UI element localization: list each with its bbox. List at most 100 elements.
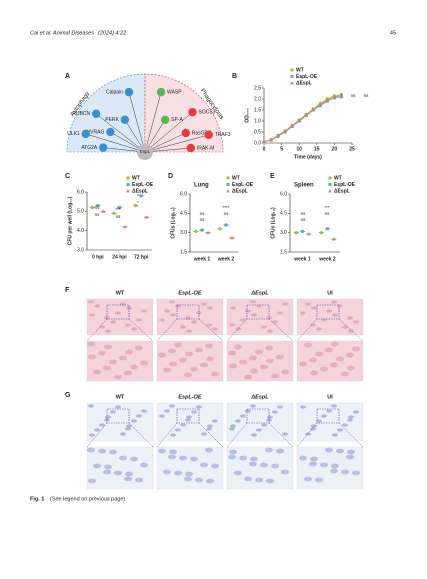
legend-label: ΔEspL	[132, 188, 148, 194]
tissue	[228, 454, 236, 460]
image-bottom	[226, 446, 294, 490]
marker	[294, 231, 298, 235]
tissue	[310, 456, 318, 462]
tissue	[331, 463, 339, 469]
zoom-line	[338, 318, 364, 342]
y-tick-label: 1.5	[180, 249, 187, 255]
image-bottom	[156, 446, 224, 490]
tissue	[256, 304, 262, 308]
annotation: ns	[364, 93, 370, 98]
tissue	[282, 302, 288, 306]
tissue	[299, 361, 307, 367]
y-tick-label: 6.0	[180, 191, 187, 197]
marker	[96, 204, 100, 208]
tissue	[175, 428, 181, 432]
legend-label: WT	[296, 67, 304, 73]
tissue	[119, 455, 127, 461]
node-link	[128, 92, 146, 153]
tissue	[195, 477, 203, 483]
tissue	[336, 356, 344, 362]
panel-label: E	[270, 173, 275, 180]
column-label: WT	[116, 394, 125, 400]
tissue	[158, 352, 166, 358]
tissue	[205, 447, 213, 453]
annotation: ns	[301, 217, 307, 222]
tissue	[207, 424, 213, 428]
tissue	[99, 325, 105, 329]
zoom-line	[198, 422, 224, 448]
marker	[325, 98, 330, 102]
tissue	[352, 346, 360, 352]
tissue	[184, 476, 192, 482]
tissue	[277, 405, 283, 409]
legend-label: ΔEspL	[334, 188, 350, 194]
tissue	[305, 432, 311, 436]
x-tick-label: 10	[296, 146, 302, 152]
x-tick-label: week 1	[293, 256, 311, 262]
tissue	[310, 370, 318, 376]
tissue	[169, 300, 175, 304]
tissue	[249, 355, 257, 361]
tissue	[311, 306, 317, 310]
node	[160, 115, 170, 124]
tissue	[169, 361, 177, 367]
marker	[328, 176, 332, 180]
zoom-box	[176, 408, 200, 424]
x-tick-label: 24 hpi	[112, 254, 127, 260]
marker	[328, 189, 332, 193]
marker	[230, 236, 234, 240]
tissue	[250, 404, 256, 408]
node-label: UVRAG	[87, 129, 105, 135]
tissue	[98, 448, 106, 454]
node-label: SOCS3	[198, 109, 215, 115]
tissue	[346, 352, 354, 358]
zoom-line	[128, 422, 154, 448]
image-top	[86, 402, 154, 442]
tissue	[131, 327, 137, 331]
tissue	[271, 463, 279, 469]
tissue	[229, 323, 235, 327]
tissue	[281, 469, 289, 475]
node	[181, 128, 190, 138]
tissue	[315, 351, 323, 357]
image-bottom	[86, 340, 154, 382]
marker	[226, 183, 230, 186]
tissue	[212, 419, 218, 423]
image-top	[156, 402, 224, 442]
tissue	[234, 344, 242, 350]
legend-label: WT	[132, 175, 140, 181]
marker	[339, 93, 344, 98]
node-label: WASP	[167, 89, 182, 95]
tissue	[105, 329, 111, 333]
tissue	[347, 316, 353, 320]
tissue	[234, 470, 242, 476]
node-label: RUBCN	[72, 111, 90, 117]
column-label: UI	[327, 394, 333, 400]
tissue	[330, 362, 338, 368]
tissue	[115, 311, 121, 315]
zoom-line	[268, 422, 294, 448]
legend-label: ΔEspL	[232, 188, 248, 194]
tissue	[93, 463, 101, 469]
panel-label: A	[65, 73, 70, 80]
tissue	[163, 367, 171, 373]
tissue	[341, 469, 349, 475]
tissue	[352, 470, 360, 476]
tissue	[89, 313, 95, 317]
marker	[332, 95, 337, 99]
tissue	[331, 300, 337, 304]
tissue	[260, 462, 268, 468]
tissue	[251, 433, 257, 437]
tissue	[135, 477, 143, 483]
zoom-box	[176, 304, 200, 320]
marker	[118, 205, 121, 209]
tissue	[115, 405, 121, 409]
tissue	[347, 418, 353, 422]
tissue	[265, 345, 273, 351]
zoom-box	[246, 304, 270, 320]
tissue	[168, 348, 176, 354]
tissue	[316, 327, 322, 331]
tissue	[256, 428, 262, 432]
tissue	[110, 320, 116, 324]
tissue	[140, 360, 148, 366]
